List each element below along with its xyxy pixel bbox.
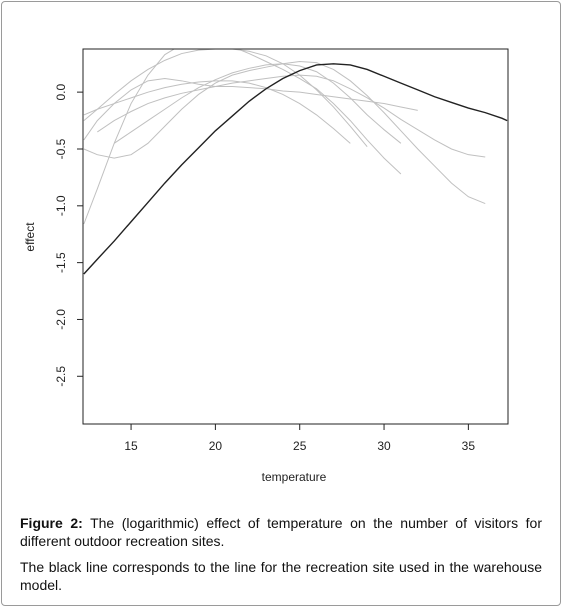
x-tick-label: 35 (462, 439, 476, 453)
y-tick-label: -2.0 (54, 309, 68, 330)
y-tick-label: -2.5 (54, 366, 68, 387)
y-tick-label: -1.0 (54, 195, 68, 216)
caption: Figure 2: The (logarithmic) effect of te… (20, 514, 542, 550)
caption-text: The (logarithmic) effect of temperature … (20, 515, 542, 549)
chart: temperature effect 15 20 25 30 35 0.0 -0.5 -1.0… (23, 48, 509, 484)
caption-label: Figure 2: (20, 515, 83, 531)
series-line (113, 63, 402, 144)
x-tick-label: 30 (377, 439, 391, 453)
x-axis-label: temperature (262, 470, 327, 484)
note: The black line corresponds to the line f… (20, 559, 542, 593)
series-line (83, 63, 508, 275)
series-line (83, 80, 351, 144)
series-line (83, 49, 402, 225)
series-line (83, 49, 368, 148)
series-line (83, 78, 418, 141)
x-tick-label: 25 (293, 439, 307, 453)
x-tick-label: 15 (124, 439, 138, 453)
y-axis-label: effect (23, 222, 37, 252)
x-tick-label: 20 (209, 439, 223, 453)
plot-lines (83, 49, 508, 275)
y-tick-label: -0.5 (54, 138, 68, 159)
y-tick-label: 0.0 (54, 84, 68, 101)
y-tick-label: -1.5 (54, 252, 68, 273)
series-line (97, 74, 486, 158)
plot-frame (82, 48, 509, 425)
